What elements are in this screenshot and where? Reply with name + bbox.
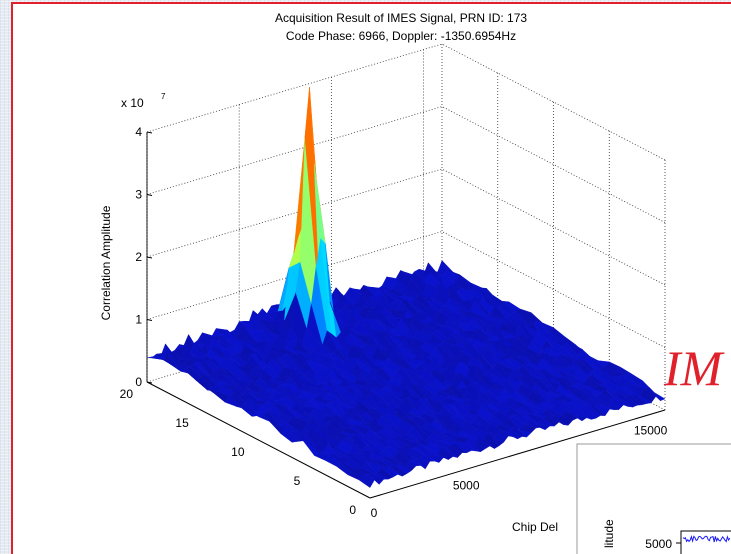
z-exponent-label: x 10 <box>121 96 144 110</box>
inset-series-line <box>682 535 731 544</box>
grid-line <box>146 168 443 258</box>
doppler-tick-label: 15 <box>175 416 189 430</box>
surface-patch <box>437 260 454 273</box>
chip-tick-label: 5000 <box>453 479 480 493</box>
inset-axes <box>680 530 731 554</box>
chart-subtitle: Code Phase: 6966, Doppler: -1350.6954Hz <box>286 29 516 43</box>
z-tick-label: 3 <box>135 188 142 202</box>
z-tick-label: 4 <box>135 125 142 139</box>
inset-y-tick: 5000 <box>645 537 672 551</box>
z-exponent-power: 7 <box>161 92 166 101</box>
z-tick-mark <box>146 319 153 321</box>
z-tick-label: 0 <box>135 375 142 389</box>
surface-patch <box>649 387 666 401</box>
z-axis-label: Correlation Amplitude <box>99 205 113 320</box>
z-tick-labels: 0 1 2 3 4 <box>135 125 153 389</box>
doppler-tick-label: 20 <box>120 387 134 401</box>
axis-line <box>146 381 371 499</box>
z-tick-label: 1 <box>135 313 142 327</box>
overlay-title-text: IM <box>663 340 725 396</box>
inset-chart: litude 5000 <box>576 443 731 554</box>
chip-tick-labels: 0 5000 15000 <box>371 424 668 521</box>
z-tick-mark <box>146 381 153 384</box>
chip-tick-label: 0 <box>371 506 378 520</box>
z-tick-mark <box>146 256 153 259</box>
doppler-tick-labels: 0 5 10 15 20 <box>120 387 357 517</box>
correlation-surface <box>146 87 666 488</box>
doppler-tick-label: 5 <box>294 474 301 488</box>
z-tick-mark <box>146 194 153 196</box>
chart-title: Acquisition Result of IMES Signal, PRN I… <box>275 11 527 25</box>
axis-line <box>369 409 666 499</box>
chip-tick-label: 15000 <box>634 424 668 438</box>
inset-y-label: litude <box>602 519 616 548</box>
z-tick-label: 2 <box>135 250 142 264</box>
grid-line <box>146 106 443 195</box>
doppler-tick-label: 0 <box>349 503 356 517</box>
doppler-tick-label: 10 <box>231 445 245 459</box>
z-tick-mark <box>146 131 153 134</box>
x-axis-label: Chip Del <box>512 520 558 534</box>
grid-line <box>146 43 443 133</box>
